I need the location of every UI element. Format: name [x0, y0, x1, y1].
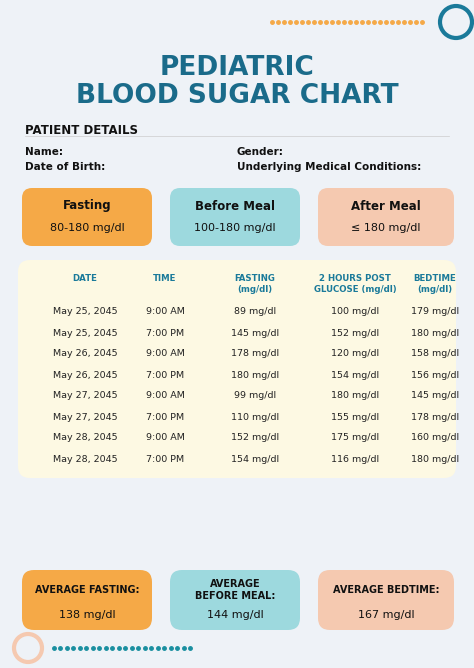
Text: Name:: Name: — [25, 147, 63, 157]
Text: 180 mg/dl: 180 mg/dl — [331, 391, 379, 401]
Text: 158 mg/dl: 158 mg/dl — [411, 349, 459, 359]
Text: Before Meal: Before Meal — [195, 200, 275, 212]
Text: 2 HOURS POST
GLUCOSE (mg/dl): 2 HOURS POST GLUCOSE (mg/dl) — [314, 274, 396, 294]
Text: 116 mg/dl: 116 mg/dl — [331, 454, 379, 464]
Text: 7:00 PM: 7:00 PM — [146, 413, 184, 422]
Text: 144 mg/dl: 144 mg/dl — [207, 610, 264, 620]
Text: 7:00 PM: 7:00 PM — [146, 329, 184, 337]
Text: 138 mg/dl: 138 mg/dl — [59, 610, 115, 620]
Text: 175 mg/dl: 175 mg/dl — [331, 434, 379, 442]
Text: Fasting: Fasting — [63, 200, 111, 212]
Text: 80-180 mg/dl: 80-180 mg/dl — [50, 223, 124, 233]
Text: 145 mg/dl: 145 mg/dl — [411, 391, 459, 401]
Text: 178 mg/dl: 178 mg/dl — [411, 413, 459, 422]
FancyBboxPatch shape — [318, 188, 454, 246]
Text: AVERAGE BEDTIME:: AVERAGE BEDTIME: — [333, 585, 439, 595]
Text: 180 mg/dl: 180 mg/dl — [411, 329, 459, 337]
Text: May 25, 2045: May 25, 2045 — [53, 329, 117, 337]
Text: May 27, 2045: May 27, 2045 — [53, 391, 117, 401]
Text: DATE: DATE — [73, 274, 98, 283]
Text: ≤ 180 mg/dl: ≤ 180 mg/dl — [351, 223, 421, 233]
Text: 9:00 AM: 9:00 AM — [146, 307, 184, 317]
Text: May 27, 2045: May 27, 2045 — [53, 413, 117, 422]
Text: 156 mg/dl: 156 mg/dl — [411, 371, 459, 379]
Text: Gender:: Gender: — [237, 147, 284, 157]
Text: BEDTIME
(mg/dl): BEDTIME (mg/dl) — [414, 274, 456, 294]
Text: PATIENT DETAILS: PATIENT DETAILS — [25, 124, 138, 136]
Text: 100-180 mg/dl: 100-180 mg/dl — [194, 223, 276, 233]
Text: 7:00 PM: 7:00 PM — [146, 371, 184, 379]
Text: 167 mg/dl: 167 mg/dl — [358, 610, 414, 620]
FancyBboxPatch shape — [22, 188, 152, 246]
Text: 110 mg/dl: 110 mg/dl — [231, 413, 279, 422]
Text: BLOOD SUGAR CHART: BLOOD SUGAR CHART — [76, 83, 398, 109]
Text: AVERAGE FASTING:: AVERAGE FASTING: — [35, 585, 139, 595]
Text: 9:00 AM: 9:00 AM — [146, 434, 184, 442]
FancyBboxPatch shape — [170, 188, 300, 246]
Text: 99 mg/dl: 99 mg/dl — [234, 391, 276, 401]
Text: Date of Birth:: Date of Birth: — [25, 162, 105, 172]
Text: 89 mg/dl: 89 mg/dl — [234, 307, 276, 317]
Text: 154 mg/dl: 154 mg/dl — [331, 371, 379, 379]
Text: May 25, 2045: May 25, 2045 — [53, 307, 117, 317]
Text: May 28, 2045: May 28, 2045 — [53, 434, 117, 442]
Text: TIME: TIME — [153, 274, 177, 283]
Text: 100 mg/dl: 100 mg/dl — [331, 307, 379, 317]
FancyBboxPatch shape — [318, 570, 454, 630]
Text: FASTING
(mg/dl): FASTING (mg/dl) — [235, 274, 275, 294]
Text: After Meal: After Meal — [351, 200, 421, 212]
Text: 178 mg/dl: 178 mg/dl — [231, 349, 279, 359]
Text: 180 mg/dl: 180 mg/dl — [411, 454, 459, 464]
Text: May 26, 2045: May 26, 2045 — [53, 371, 117, 379]
FancyBboxPatch shape — [22, 570, 152, 630]
Text: 152 mg/dl: 152 mg/dl — [231, 434, 279, 442]
Text: 179 mg/dl: 179 mg/dl — [411, 307, 459, 317]
Text: May 28, 2045: May 28, 2045 — [53, 454, 117, 464]
Text: 155 mg/dl: 155 mg/dl — [331, 413, 379, 422]
Text: 152 mg/dl: 152 mg/dl — [331, 329, 379, 337]
Text: 7:00 PM: 7:00 PM — [146, 454, 184, 464]
FancyBboxPatch shape — [18, 260, 456, 478]
FancyBboxPatch shape — [170, 570, 300, 630]
Text: Underlying Medical Conditions:: Underlying Medical Conditions: — [237, 162, 421, 172]
Text: 120 mg/dl: 120 mg/dl — [331, 349, 379, 359]
Text: 154 mg/dl: 154 mg/dl — [231, 454, 279, 464]
Text: 9:00 AM: 9:00 AM — [146, 349, 184, 359]
Text: 180 mg/dl: 180 mg/dl — [231, 371, 279, 379]
Text: AVERAGE
BEFORE MEAL:: AVERAGE BEFORE MEAL: — [195, 578, 275, 601]
Text: 9:00 AM: 9:00 AM — [146, 391, 184, 401]
Text: PEDIATRIC: PEDIATRIC — [160, 55, 314, 81]
Text: 145 mg/dl: 145 mg/dl — [231, 329, 279, 337]
Text: 160 mg/dl: 160 mg/dl — [411, 434, 459, 442]
Text: May 26, 2045: May 26, 2045 — [53, 349, 117, 359]
